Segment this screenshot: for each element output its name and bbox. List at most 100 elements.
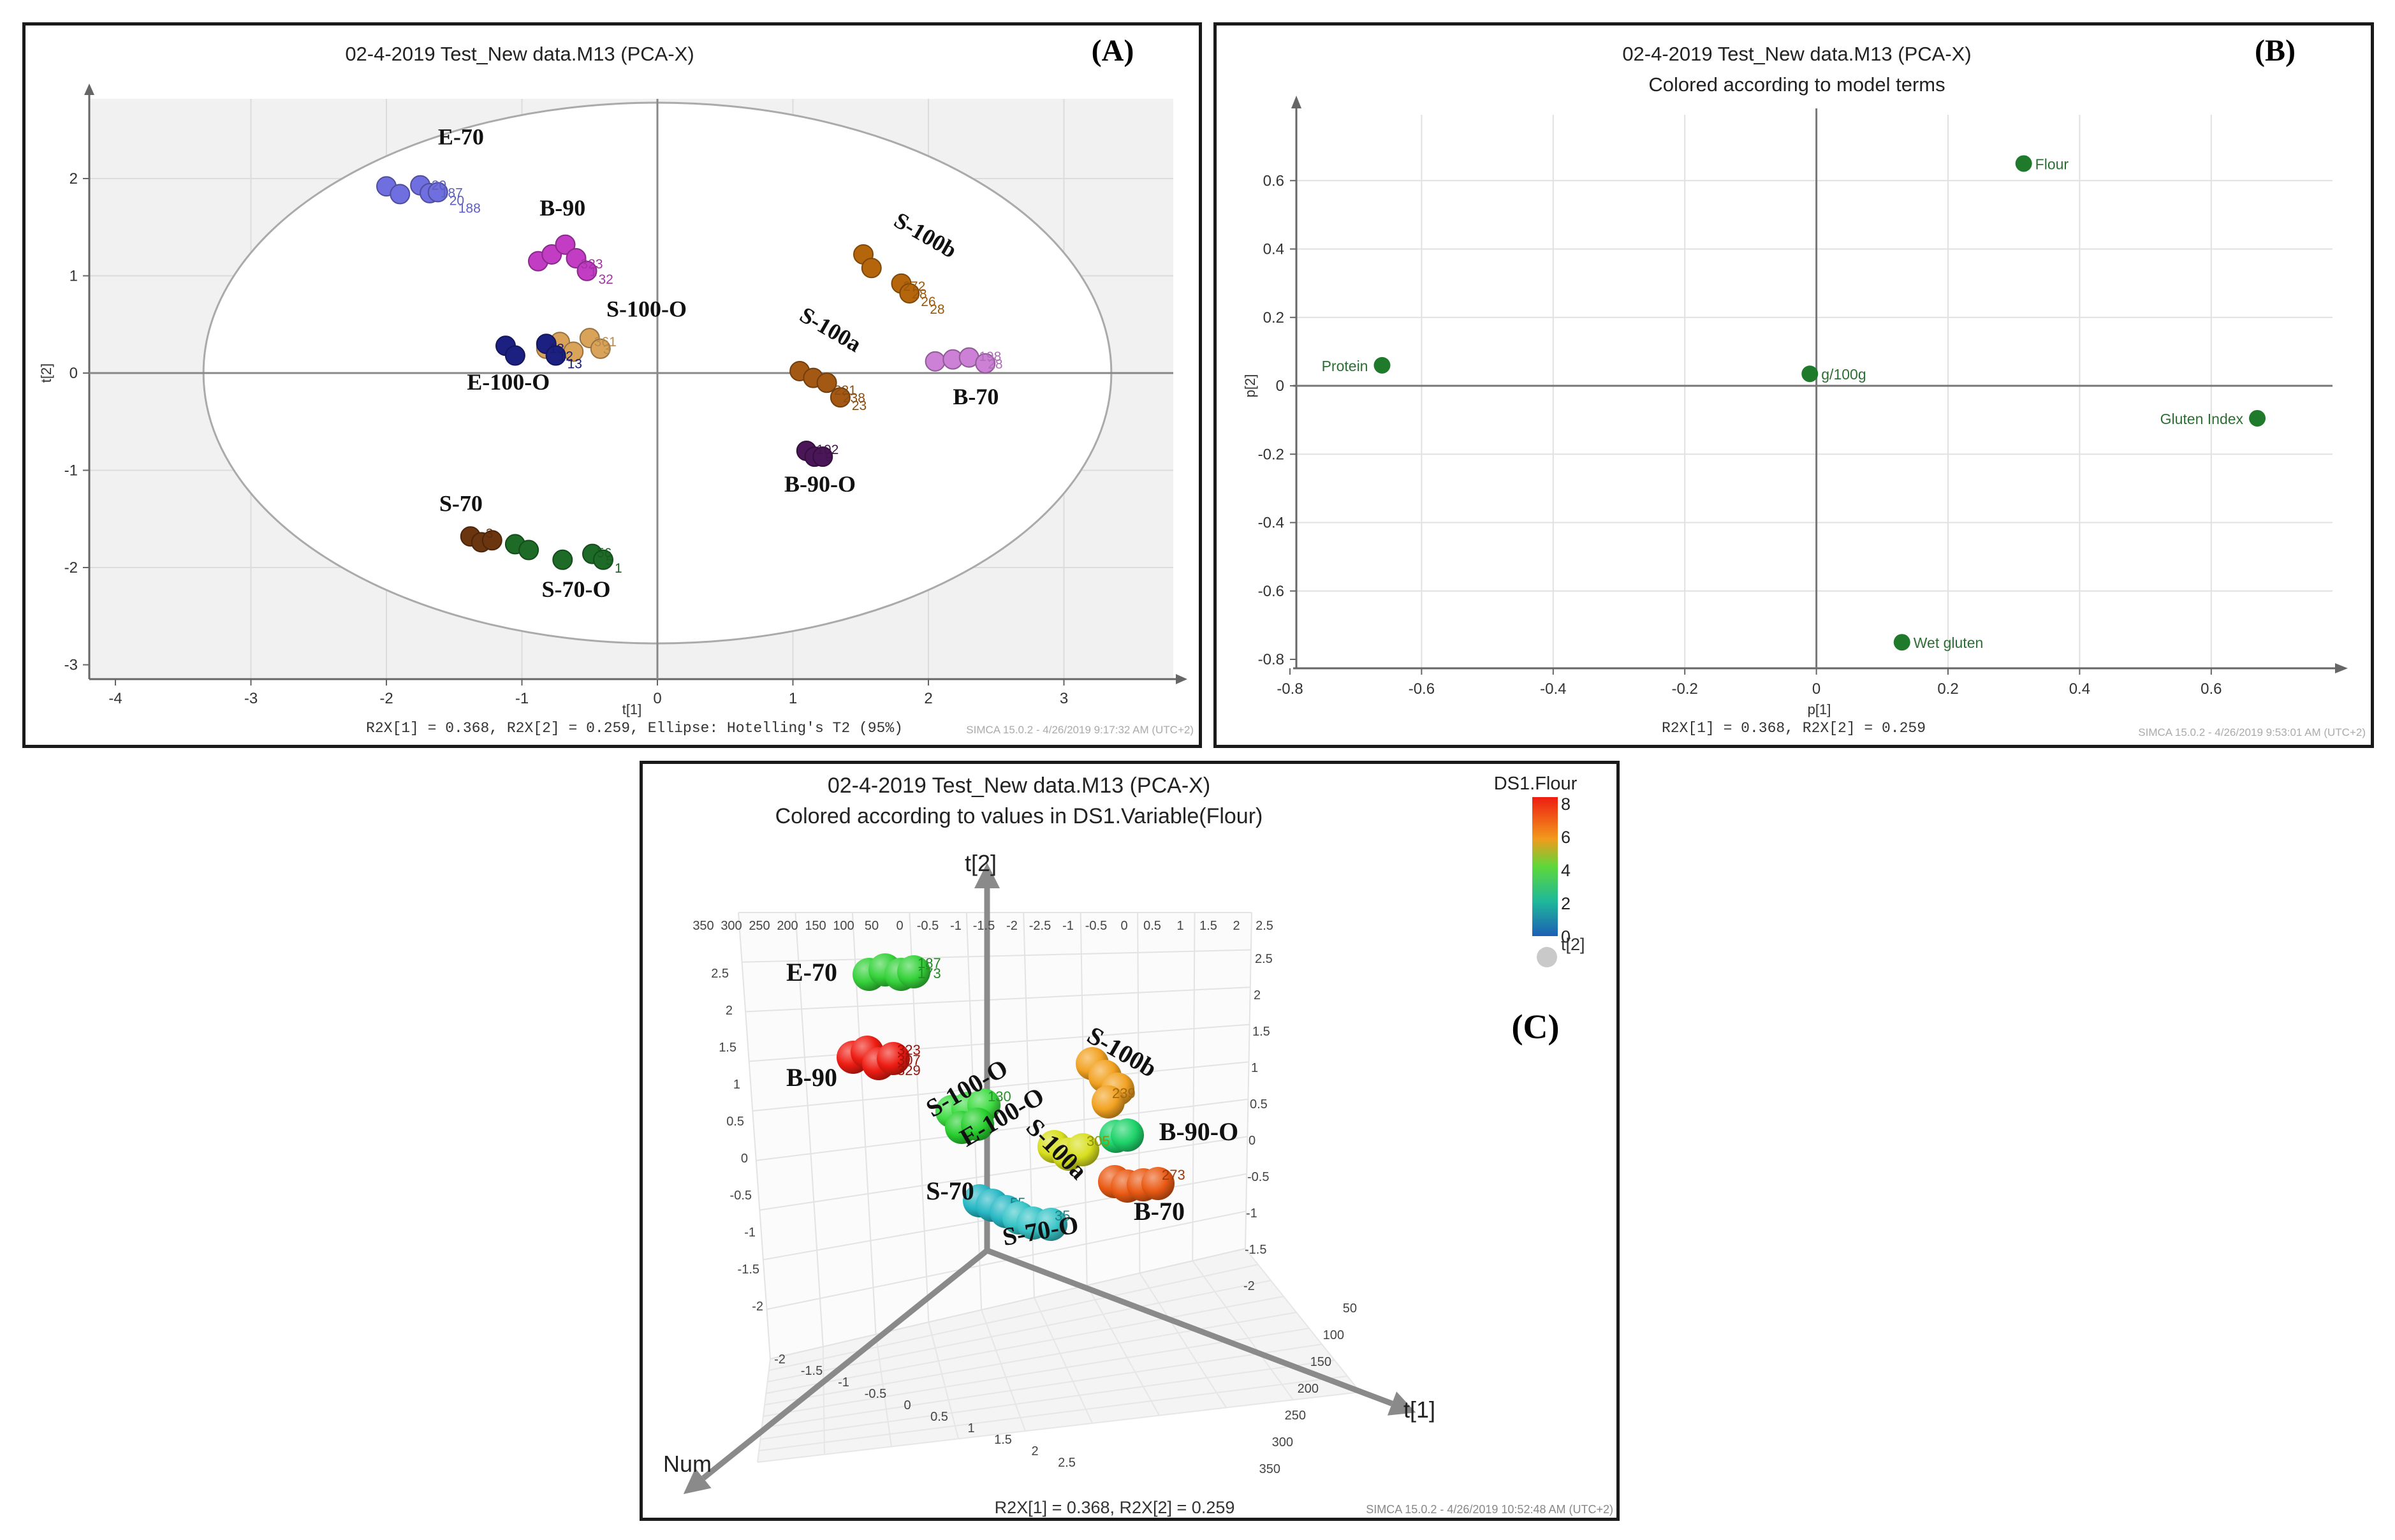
floor-grid-line [760, 1360, 1335, 1440]
score-sphere[interactable] [961, 1108, 994, 1141]
score-sphere[interactable] [1111, 1118, 1144, 1152]
floor-grid-line [759, 1375, 1348, 1451]
observation-id: 272 [903, 279, 925, 294]
score-point[interactable] [975, 353, 996, 374]
loading-gluten-index: Gluten Index [2160, 409, 2266, 427]
x-tick-label: 3 [1060, 690, 1068, 707]
axis-tick-label: 2.5 [1255, 952, 1273, 966]
x-axis-label: t[1] [622, 701, 642, 717]
score-point[interactable] [812, 446, 833, 467]
score-point[interactable] [576, 260, 597, 281]
observation-id: 3 [603, 342, 611, 357]
x-tick-label: -0.8 [1277, 680, 1303, 698]
observation-id: 361 [594, 335, 617, 349]
colorbar-tick-label: 8 [1561, 795, 1571, 814]
score-point[interactable] [504, 345, 525, 366]
simca-stamp: SIMCA 15.0.2 - 4/26/2019 9:17:32 AM (UTC… [966, 724, 1194, 736]
observation-id: 221 [834, 383, 856, 398]
x-tick-label: -4 [108, 690, 122, 707]
observation-id: 198 [979, 349, 1001, 364]
score-point[interactable] [590, 338, 611, 359]
axis-tick-label: 2 [1254, 988, 1261, 1002]
score-point[interactable] [816, 372, 837, 393]
axis-tick-label: -0.5 [865, 1387, 886, 1401]
score-sphere[interactable] [1034, 1208, 1067, 1241]
pca-3d-score-plot: t[1]t[2]Num 350 300 250 200 150 100 50 0 -0.5 -1-… [663, 774, 1613, 1517]
chart-title: 02-4-2019 Test_New data.M13 (PCA-X) [1622, 43, 1971, 65]
back-grid-line [1245, 912, 1252, 1249]
score-point[interactable] [427, 182, 448, 203]
score-point[interactable] [481, 530, 502, 551]
loading-point[interactable] [1801, 365, 1819, 383]
group-3d-b-90-o [1099, 1118, 1144, 1153]
panel-b: -0.8 -0.6 -0.4 -0.2 0 0.2 0.4 0.6 -0.8 -0.6 -0.4 -0… [1213, 22, 2374, 748]
score-sphere[interactable] [877, 1042, 910, 1075]
floor-grid-line [764, 1312, 1297, 1405]
loading-point[interactable] [2015, 155, 2032, 172]
score-point[interactable] [899, 282, 920, 304]
score-point[interactable] [390, 184, 411, 205]
observation-id: 28 [988, 357, 1002, 372]
axis-tick-label: 200 [777, 919, 798, 933]
axis-tick-label: 1 [1251, 1061, 1258, 1075]
y-tick-label: -2 [64, 559, 78, 576]
chart-subtitle: Colored according to model terms [1648, 73, 1945, 96]
floor-grid-line [767, 1280, 1271, 1382]
score-point[interactable] [552, 549, 573, 570]
x-tick-label: -0.4 [1540, 680, 1566, 698]
size-legend-label: t[2] [1561, 935, 1585, 954]
score-point[interactable] [593, 549, 613, 570]
floor-grid-line [822, 1346, 825, 1455]
score-point[interactable] [925, 351, 946, 372]
loading-point[interactable] [2249, 409, 2266, 427]
loading-point[interactable] [1373, 356, 1391, 374]
score-point[interactable] [545, 345, 566, 366]
observation-id: 5 [606, 554, 613, 568]
score-point[interactable] [555, 234, 576, 255]
x-tick-label: 0 [1812, 680, 1820, 698]
score-sphere[interactable] [1092, 1085, 1125, 1118]
observation-id: 26 [921, 295, 935, 309]
axis-tick-label: -0.5 [1247, 1170, 1269, 1184]
panel-label: (A) [1092, 34, 1134, 68]
y-tick-label: -1 [64, 462, 78, 480]
colorbar-title: DS1.Flour [1494, 774, 1578, 794]
loading-point[interactable] [1893, 634, 1910, 651]
z-axis-3d [701, 1248, 989, 1481]
x-tick-label: -3 [244, 690, 258, 707]
observation-id: 1 [590, 265, 597, 279]
axis-tick-label: -2 [774, 1353, 786, 1367]
panel-c: t[1] t[2] Num 350 300 250 200 150 100 50 0 -0.5 -1-… [640, 761, 1620, 1521]
back-grid-line [770, 1248, 1246, 1360]
x-axis-3d-label: t[1] [1403, 1397, 1435, 1423]
score-sphere[interactable] [897, 955, 930, 988]
group-label: B-70 [1134, 1197, 1185, 1226]
observation-id: 3 [486, 526, 494, 541]
y-axis-3d-arrow [974, 863, 1000, 888]
score-point[interactable] [861, 258, 882, 279]
back-grid-line [738, 912, 771, 1360]
observation-id: 307 [897, 1052, 921, 1068]
score-point[interactable] [518, 539, 539, 561]
floor-grid-line [1033, 1297, 1093, 1424]
axis-tick-label: 0 [741, 1152, 748, 1166]
score-point[interactable] [830, 387, 851, 408]
score-sphere[interactable] [1141, 1167, 1175, 1200]
back-grid-line [749, 1023, 1250, 1062]
y-tick-label: -0.8 [1258, 651, 1284, 668]
loading-g-100g: g/100g [1801, 365, 1866, 383]
floor-grid-line [763, 1328, 1310, 1417]
axis-tick-label: -1 [950, 919, 962, 933]
axis-tick-label: 0.5 [726, 1115, 744, 1129]
y-tick-label: 2 [70, 170, 78, 187]
x-tick-label: 0.6 [2201, 680, 2222, 698]
observation-id: 35 [1055, 1208, 1070, 1224]
group-3d-s-100b: 239 [1076, 1047, 1136, 1118]
y-tick-label: -0.2 [1258, 446, 1284, 463]
score-sphere[interactable] [1066, 1133, 1099, 1166]
